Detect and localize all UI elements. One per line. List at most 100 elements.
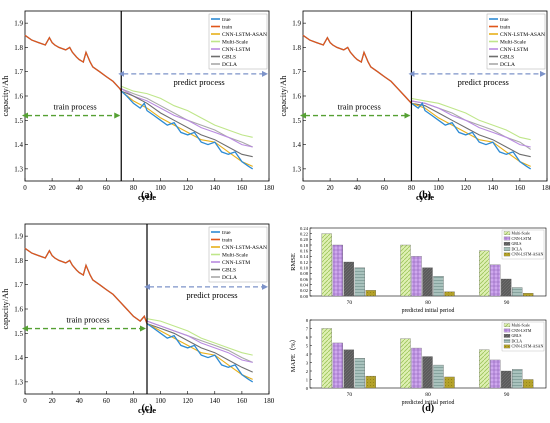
bar-gbls [343, 349, 354, 389]
x-tick-label: 0 [23, 184, 27, 192]
legend-label: train [500, 25, 510, 31]
x-tick-label: 90 [504, 300, 510, 306]
x-tick-label: 80 [425, 392, 431, 398]
y-tick-label: 1.9 [14, 233, 23, 241]
x-tick-label: 80 [425, 300, 431, 306]
bar-multi-scale [479, 250, 490, 297]
legend-swatch [503, 323, 511, 328]
y-tick-label: 1.4 [14, 141, 23, 149]
legend-label: DCLA [500, 62, 515, 68]
bar-dcla [433, 364, 444, 389]
y-tick-label: 1.6 [14, 93, 23, 101]
legend-swatch [503, 334, 511, 338]
x-axis-label: cycle [138, 192, 156, 202]
y-axis-label: RMSE [290, 253, 297, 271]
bar-cnn-lstm-asan [365, 375, 376, 389]
legend-label: CNN-LSTM [512, 329, 532, 333]
bar-dcla [354, 267, 365, 297]
train-process-label: train process [54, 102, 97, 112]
bar-dcla [433, 276, 444, 297]
y-tick-label: 0.22 [300, 231, 309, 236]
y-tick-label: 1.9 [292, 20, 301, 28]
x-tick-label: 80 [130, 397, 138, 405]
legend-label: DCLA [512, 247, 523, 251]
legend-label: CNN-LSTM-ASAN [512, 345, 544, 349]
x-tick-label: 70 [347, 392, 353, 398]
series-line-train [302, 34, 412, 104]
chart-panel-a: 0 20 40 60 80 100 120 140 160 180 1.3 1.4 1.5 1.6 1.7 1… [0, 10, 275, 202]
x-tick-label: 20 [49, 184, 57, 192]
y-tick-label: 0 [306, 386, 309, 391]
x-tick-label: 100 [433, 184, 444, 192]
panel-caption: (a) [141, 190, 153, 201]
x-tick-label: 180 [264, 184, 275, 192]
series-line-train [24, 34, 122, 92]
x-tick-label: 100 [155, 397, 166, 405]
x-tick-label: 140 [488, 184, 499, 192]
legend-label: CNN-LSTM-ASAN [500, 32, 545, 38]
x-tick-label: 40 [76, 397, 84, 405]
y-tick-label: 1 [306, 377, 309, 382]
y-tick-label: 1.5 [292, 117, 301, 125]
legend-label: CNN-LSTM-ASAN [512, 253, 544, 257]
x-tick-label: 180 [264, 397, 275, 405]
bar-dcla [512, 369, 523, 389]
x-tick-label: 20 [327, 184, 335, 192]
series-line-multi-scale [120, 85, 253, 138]
train-process-label: train process [338, 102, 381, 112]
bar-cnn-lstm [490, 359, 501, 389]
legend-swatch [503, 247, 511, 251]
y-tick-label: 7 [306, 326, 309, 331]
x-tick-label: 140 [210, 184, 221, 192]
bar-cnn-lstm [411, 347, 422, 389]
y-tick-label: 1.5 [14, 330, 23, 338]
y-tick-label: 0.06 [300, 277, 309, 282]
legend-label: GBLS [222, 55, 236, 61]
y-tick-label: 1.7 [14, 281, 23, 289]
legend-swatch [503, 339, 511, 343]
legend-label: DCLA [222, 275, 237, 281]
y-tick-label: 0.20 [300, 237, 309, 242]
bar-multi-scale [321, 233, 332, 297]
panel-caption: (d) [422, 403, 434, 414]
chart-panel-d: 0.000.020.040.060.080.100.120.140.160.18… [289, 226, 547, 414]
y-tick-label: 1.3 [14, 378, 23, 386]
y-tick-label: 0.10 [300, 265, 309, 270]
y-tick-label: 2 [306, 369, 309, 374]
x-tick-label: 70 [347, 300, 353, 306]
legend-label: true [222, 17, 231, 23]
bar-multi-scale [321, 328, 332, 389]
y-axis-label: capacity/Ah [0, 288, 10, 330]
x-tick-label: 80 [408, 184, 416, 192]
y-axis-label: MAPE（%） [289, 336, 297, 372]
legend-label: CNN-LSTM-ASAN [222, 245, 267, 251]
bar-multi-scale [400, 338, 411, 389]
series-line-cnn-lstm-asan [411, 102, 531, 167]
panel-caption: (b) [419, 190, 431, 201]
legend-label: CNN-LSTM [222, 260, 250, 266]
bar-gbls [422, 356, 433, 389]
y-axis-label: capacity/Ah [0, 75, 10, 117]
bar-cnn-lstm-asan [523, 293, 534, 297]
x-tick-label: 40 [354, 184, 362, 192]
y-tick-label: 0.00 [300, 294, 309, 299]
bar-gbls [501, 370, 512, 389]
train-process-label: train process [66, 315, 109, 325]
bar-multi-scale [479, 349, 490, 389]
bar-cnn-lstm [332, 342, 343, 389]
legend-label: GBLS [222, 268, 236, 274]
bar-multi-scale [400, 244, 411, 297]
y-tick-label: 0.16 [300, 248, 309, 253]
bar-cnn-lstm-asan [523, 379, 534, 389]
y-tick-label: 1.8 [292, 44, 301, 52]
y-tick-label: 0.24 [300, 226, 309, 231]
y-tick-label: 0.04 [300, 282, 309, 287]
legend-label: GBLS [512, 242, 522, 246]
y-tick-label: 1.6 [292, 93, 301, 101]
x-tick-label: 60 [103, 184, 111, 192]
legend-swatch [503, 231, 511, 236]
series-line-cnn-lstm-asan [146, 323, 253, 380]
x-axis-label: predicted initial period [402, 308, 455, 314]
y-tick-label: 5 [306, 343, 309, 348]
